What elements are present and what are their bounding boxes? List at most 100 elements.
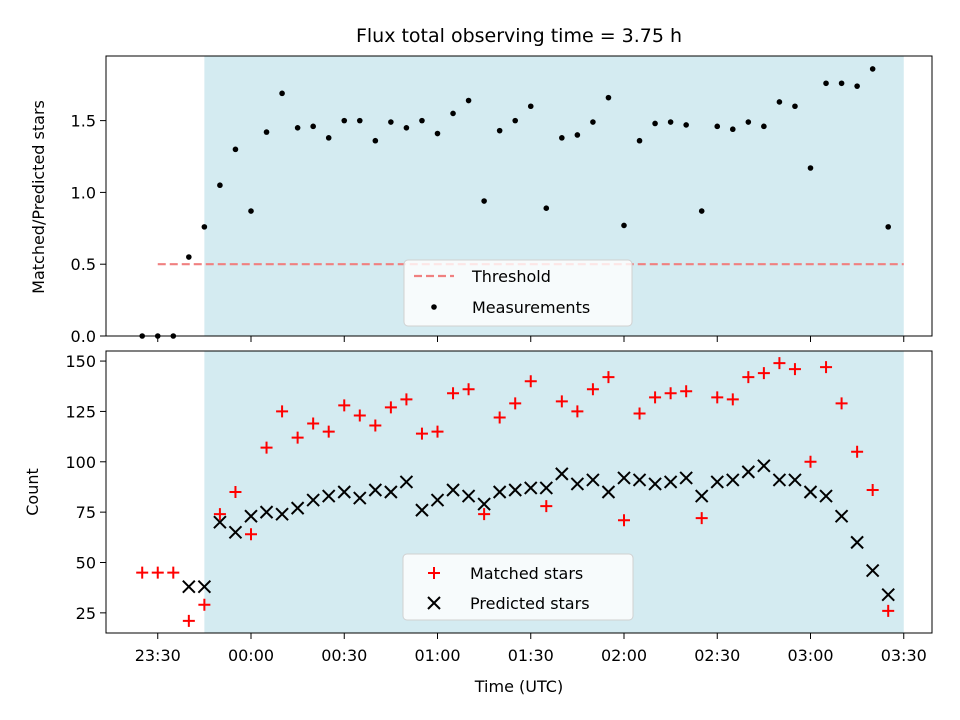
bottom-y-tick-label: 25: [76, 604, 96, 623]
bottom-y-tick-label: 50: [76, 554, 96, 573]
x-tick-label: 01:00: [414, 646, 460, 665]
predicted-star-point: [865, 563, 880, 578]
top-y-tick-label: 0.0: [71, 327, 96, 346]
top-y-tick-label: 0.5: [71, 255, 96, 274]
measurement-point: [388, 119, 394, 125]
predicted-star-point: [290, 501, 305, 515]
matched-star-point: [773, 357, 786, 370]
predicted-star-point: [368, 483, 383, 497]
matched-star-point: [338, 399, 351, 412]
top-panel: 0.0 0.5 1.0 1.5 Matched/Predicted stars Thr…: [29, 55, 933, 346]
measurement-point: [279, 90, 285, 97]
measurement-point: [667, 119, 674, 125]
x-tick-label: 23:30: [135, 646, 181, 665]
bottom-y-tick-label: 75: [76, 503, 96, 522]
matched-star-point: [151, 566, 164, 579]
measurement-point: [745, 119, 752, 125]
matched-star-point: [882, 604, 895, 617]
bottom-panel: 25 50 75 100 125 150 23:30 00:00 00:30 01:00 01:3…: [23, 350, 933, 696]
matched-star-point: [431, 425, 444, 438]
predicted-stars-points: [182, 459, 895, 602]
measurement-point: [590, 119, 596, 125]
matched-star-point: [711, 391, 724, 404]
measurement-point: [559, 135, 565, 141]
measurement-point: [217, 182, 223, 189]
predicted-star-point: [492, 485, 507, 499]
matched-stars-points: [136, 357, 895, 627]
matched-star-point: [353, 409, 366, 422]
predicted-star-point: [570, 477, 585, 491]
matched-star-point: [415, 427, 428, 440]
measurement-point: [885, 224, 892, 230]
measurement-point: [823, 80, 829, 87]
predicted-star-point: [601, 485, 616, 499]
matched-star-point: [167, 566, 180, 579]
x-tick-label: 02:00: [601, 646, 647, 665]
matched-star-point: [229, 486, 242, 498]
measurement-point: [419, 117, 425, 124]
measurement-point: [310, 123, 316, 130]
predicted-star-point: [322, 489, 336, 503]
bottom-y-tick-label: 125: [65, 402, 96, 421]
matched-star-point: [788, 363, 801, 376]
measurement-point: [450, 110, 456, 117]
matched-star-point: [182, 614, 195, 627]
predicted-star-point: [741, 465, 756, 479]
matched-star-point: [540, 500, 553, 513]
predicted-star-point: [182, 579, 196, 594]
bottom-y-ticks: 25 50 75 100 125 150: [65, 352, 106, 623]
predicted-star-point: [617, 471, 631, 485]
measurement-point: [729, 126, 736, 133]
matched-star-point: [400, 393, 413, 406]
measurement-point: [714, 123, 721, 130]
x-tick-label: 00:30: [321, 646, 367, 665]
bottom-y-axis-label: Count: [23, 468, 42, 516]
matched-star-point: [571, 405, 584, 418]
measurement-point: [807, 165, 814, 171]
measurement-point: [776, 99, 783, 105]
bottom-axes-frame: [105, 350, 933, 634]
measurement-point: [372, 137, 379, 144]
predicted-star-point: [726, 473, 740, 487]
measurement-point: [481, 198, 487, 204]
predicted-star-point: [757, 459, 771, 473]
x-tick-label: 01:30: [508, 646, 554, 665]
measurement-point: [186, 254, 192, 260]
matched-star-point: [726, 393, 739, 406]
legend-matched-label: Matched stars: [470, 564, 583, 583]
bottom-y-tick-label: 100: [65, 453, 96, 472]
matched-star-point: [664, 387, 677, 400]
top-y-tick-label: 1.5: [71, 112, 96, 131]
matched-star-point: [680, 385, 693, 398]
measurement-point: [605, 94, 612, 101]
bottom-legend: Matched stars Predicted stars: [402, 553, 634, 621]
legend-predicted-swatch: [427, 596, 441, 610]
matched-star-point: [493, 411, 506, 424]
matched-star-point: [245, 528, 257, 541]
matched-star-point: [602, 371, 615, 384]
x-tick-label: 02:30: [694, 646, 740, 665]
bottom-x-ticks: 23:30 00:00 00:30 01:00 01:30 02:00 02:30 03:00…: [135, 633, 927, 665]
matched-star-point: [384, 401, 397, 414]
predicted-star-point: [213, 515, 227, 529]
predicted-star-point: [197, 579, 212, 594]
measurement-point: [621, 222, 627, 229]
matched-star-point: [291, 431, 304, 444]
predicted-star-point: [477, 497, 491, 511]
measurement-point: [403, 124, 410, 131]
matched-star-point: [742, 371, 755, 384]
x-tick-label: 03:00: [787, 646, 833, 665]
predicted-star-point: [461, 489, 476, 503]
predicted-star-point: [663, 475, 678, 489]
legend-measurements-label: Measurements: [472, 298, 590, 317]
matched-star-point: [478, 508, 491, 521]
measurement-point: [698, 208, 705, 214]
measurement-point: [683, 122, 689, 128]
predicted-star-point: [679, 471, 693, 485]
measurement-point: [263, 129, 270, 135]
predicted-star-point: [430, 493, 445, 507]
measurement-point: [512, 117, 519, 124]
matched-star-point: [509, 397, 522, 410]
legend-measurement-swatch: [431, 304, 437, 310]
predicted-star-point: [275, 507, 289, 521]
